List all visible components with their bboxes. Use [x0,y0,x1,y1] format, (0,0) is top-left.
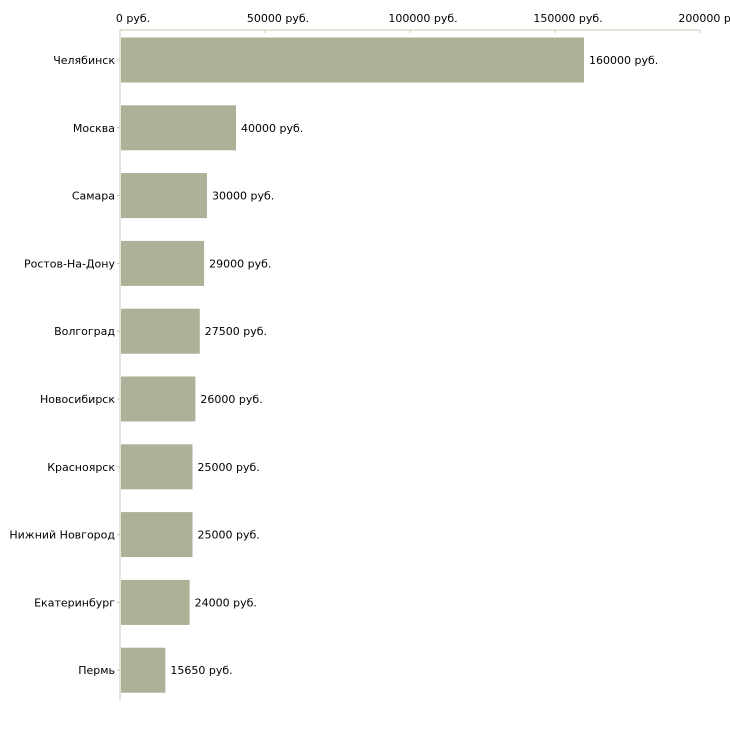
category-label: Москва [73,122,115,135]
category-label: Екатеринбург [34,596,115,609]
bar [121,376,196,422]
bar [121,105,236,151]
value-label: 160000 руб. [589,54,658,67]
value-label: 25000 руб. [198,529,260,542]
category-label: Нижний Новгород [9,529,115,542]
category-label: Самара [72,190,115,203]
value-label: 15650 руб. [170,664,232,677]
bar [121,512,193,558]
bar [121,37,584,83]
bar [121,308,200,354]
value-label: 24000 руб. [195,596,257,609]
bar [121,647,166,693]
bar [121,444,193,490]
category-label: Пермь [78,664,115,677]
category-label: Ростов-На-Дону [24,257,115,270]
x-tick-label: 200000 руб. [678,12,730,25]
category-label: Волгоград [54,325,115,338]
value-label: 29000 руб. [209,257,271,270]
x-tick-label: 150000 руб. [533,12,602,25]
bar [121,173,207,219]
x-tick-label: 0 руб. [116,12,150,25]
value-label: 27500 руб. [205,325,267,338]
bar [121,240,205,286]
category-label: Новосибирск [40,393,115,406]
value-label: 25000 руб. [198,461,260,474]
category-label: Челябинск [53,54,115,67]
value-label: 26000 руб. [200,393,262,406]
x-tick-label: 50000 руб. [247,12,309,25]
x-tick-label: 100000 руб. [388,12,457,25]
bar [121,579,190,625]
value-label: 30000 руб. [212,190,274,203]
category-label: Красноярск [47,461,115,474]
value-label: 40000 руб. [241,122,303,135]
